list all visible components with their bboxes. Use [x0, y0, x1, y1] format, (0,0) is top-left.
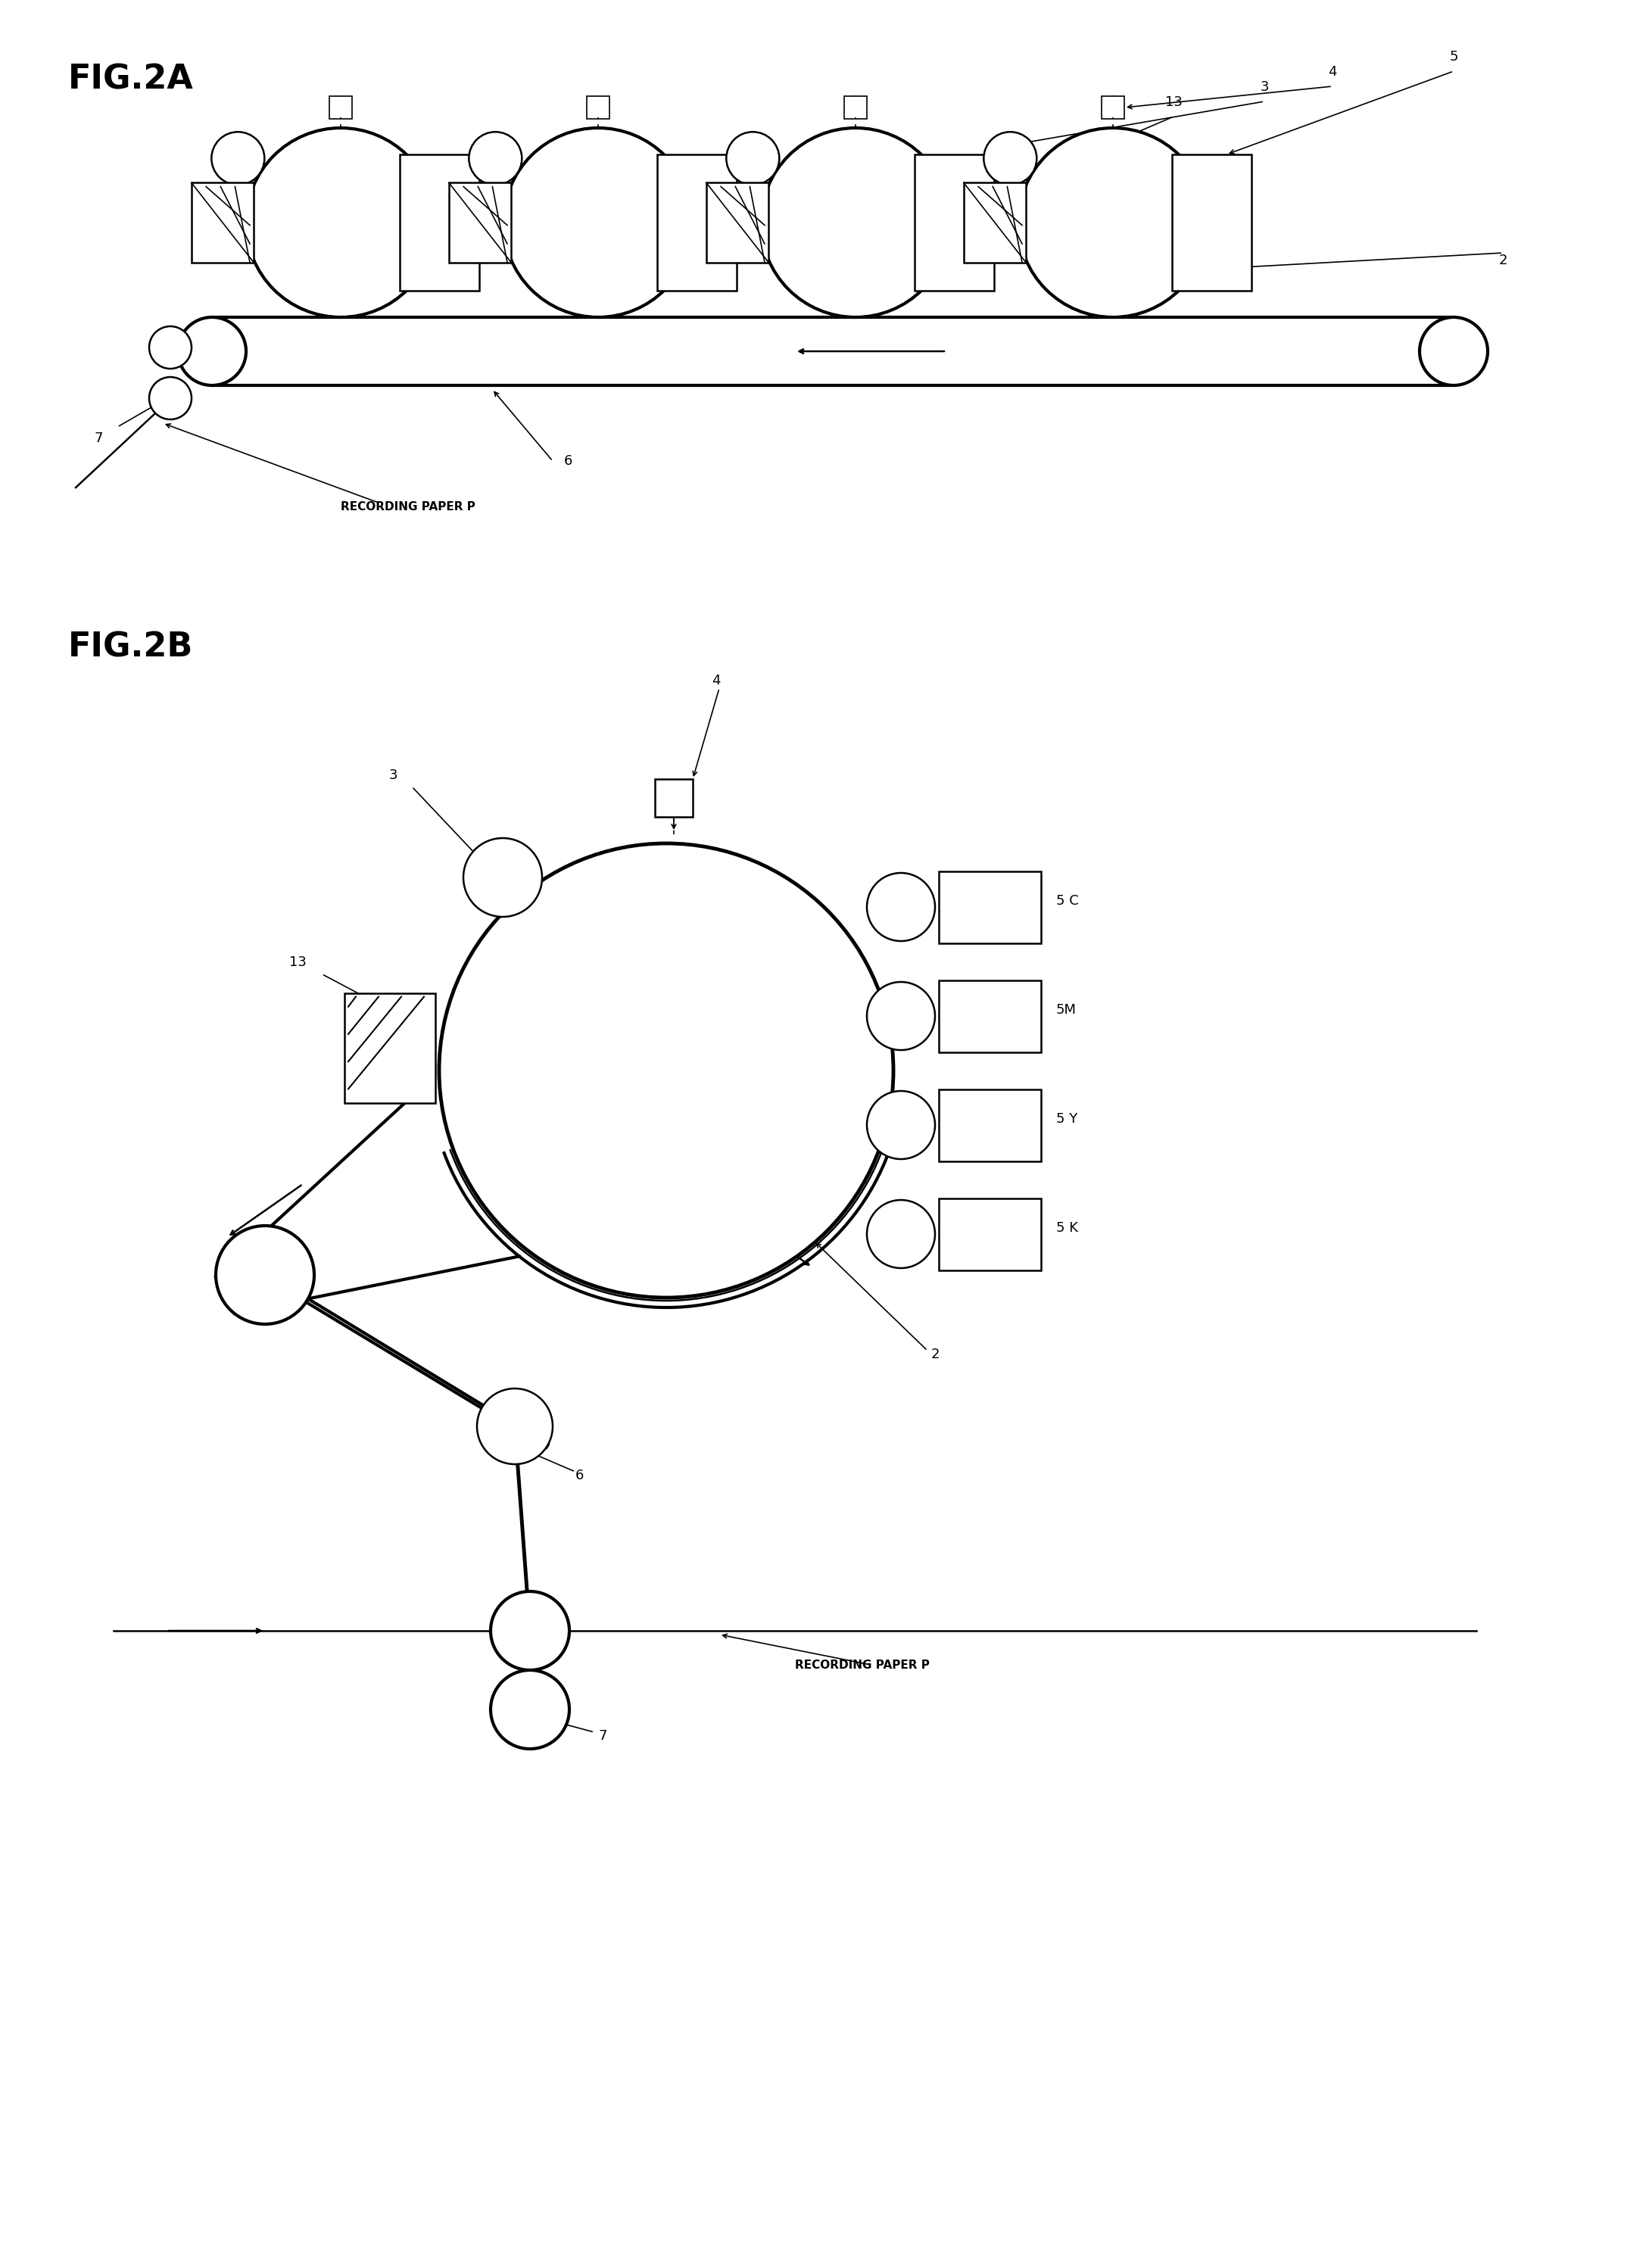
Circle shape: [1018, 128, 1208, 316]
Bar: [707, 182, 768, 263]
Bar: [654, 779, 692, 817]
Bar: [400, 155, 479, 292]
Bar: [1102, 96, 1125, 119]
Circle shape: [867, 983, 935, 1050]
Circle shape: [867, 1091, 935, 1160]
Text: RECORDING PAPER P: RECORDING PAPER P: [795, 1661, 930, 1672]
Text: FIG.2B: FIG.2B: [68, 631, 193, 664]
Circle shape: [439, 844, 894, 1297]
Text: 7: 7: [598, 1730, 606, 1744]
Circle shape: [867, 873, 935, 940]
Text: 6: 6: [563, 453, 572, 469]
Text: 5: 5: [1449, 49, 1459, 63]
Bar: [938, 871, 1041, 942]
Circle shape: [491, 1591, 570, 1670]
Text: 5 C: 5 C: [1056, 893, 1079, 909]
Circle shape: [211, 132, 264, 184]
Bar: [844, 96, 867, 119]
Bar: [345, 992, 436, 1102]
Text: 13: 13: [289, 956, 307, 969]
Circle shape: [178, 316, 246, 386]
Text: 5M: 5M: [1056, 1003, 1077, 1017]
Circle shape: [491, 1670, 570, 1748]
Text: 4: 4: [1328, 65, 1336, 79]
Bar: [192, 182, 254, 263]
Text: 2: 2: [1498, 254, 1508, 267]
Circle shape: [246, 128, 436, 316]
Bar: [1171, 155, 1251, 292]
Text: 4: 4: [712, 673, 720, 687]
Text: 13: 13: [1165, 96, 1183, 110]
Circle shape: [216, 1225, 314, 1324]
Bar: [938, 1198, 1041, 1270]
Text: 3: 3: [1260, 81, 1269, 94]
Circle shape: [1419, 316, 1488, 386]
Circle shape: [504, 128, 692, 316]
Text: FIG.2A: FIG.2A: [68, 63, 193, 96]
Text: 7: 7: [94, 431, 102, 444]
Bar: [657, 155, 737, 292]
Circle shape: [149, 377, 192, 420]
Circle shape: [477, 1389, 553, 1463]
Text: 5 K: 5 K: [1056, 1221, 1079, 1234]
Bar: [938, 981, 1041, 1052]
Text: 5 Y: 5 Y: [1056, 1113, 1077, 1126]
Circle shape: [463, 837, 542, 918]
Circle shape: [469, 132, 522, 184]
Circle shape: [727, 132, 780, 184]
Bar: [938, 1088, 1041, 1160]
Text: 2: 2: [932, 1349, 940, 1362]
Circle shape: [867, 1201, 935, 1268]
Text: 6: 6: [575, 1470, 585, 1483]
Circle shape: [983, 132, 1037, 184]
Circle shape: [149, 325, 192, 368]
Text: RECORDING PAPER P: RECORDING PAPER P: [340, 500, 476, 512]
Bar: [914, 155, 995, 292]
Bar: [329, 96, 352, 119]
Circle shape: [762, 128, 950, 316]
Bar: [449, 182, 510, 263]
Bar: [586, 96, 610, 119]
Text: 3: 3: [390, 767, 398, 783]
Bar: [963, 182, 1026, 263]
